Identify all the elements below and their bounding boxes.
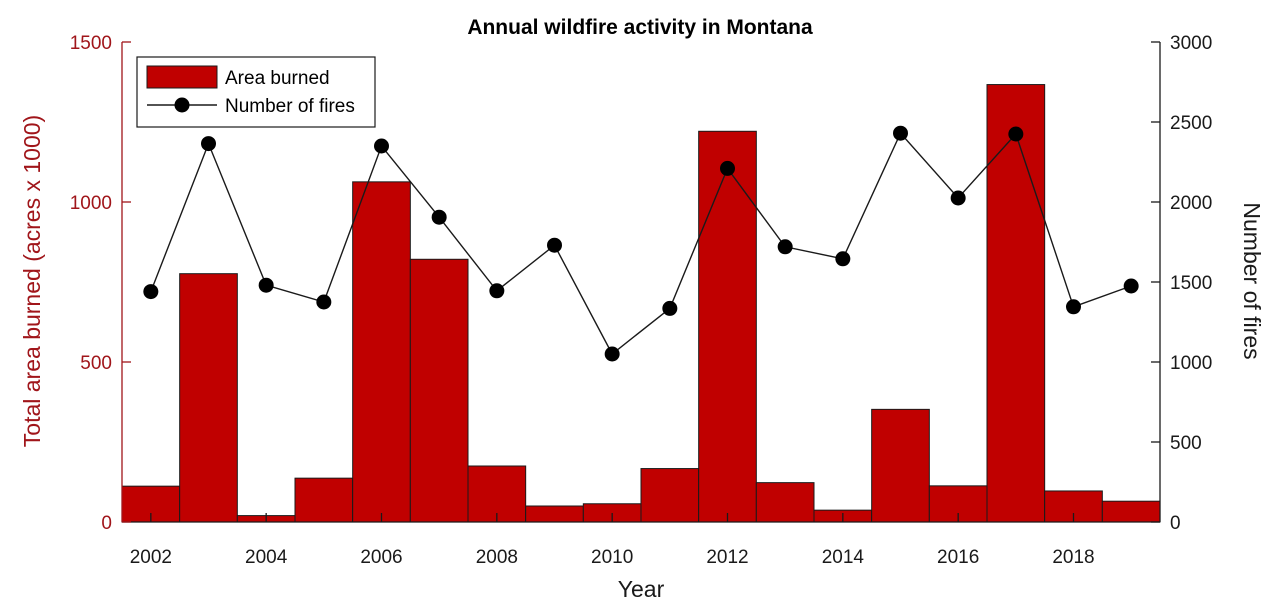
- point-number-of-fires-2019: [1123, 278, 1139, 294]
- legend: Area burned Number of fires: [136, 56, 376, 128]
- bar-area-burned-2013: [755, 482, 815, 523]
- line-layer: [143, 125, 1139, 362]
- y-axis-left-label: Total area burned (acres x 1000): [19, 115, 45, 447]
- bar-area-burned-2006: [352, 181, 411, 523]
- point-number-of-fires-2013: [777, 239, 793, 255]
- point-number-of-fires-2017: [1008, 126, 1024, 142]
- point-number-of-fires-2015: [893, 125, 908, 141]
- point-number-of-fires-2018: [1066, 299, 1081, 315]
- bar-area-burned-2011: [640, 468, 700, 523]
- x-tick-label: 2010: [591, 547, 633, 568]
- x-tick-label: 2008: [476, 547, 518, 568]
- y-right-tick-label: 0: [1170, 513, 1181, 534]
- legend-marker-swatch: [174, 97, 190, 113]
- x-tick-label: 2016: [937, 547, 979, 568]
- point-number-of-fires-2016: [950, 190, 966, 206]
- point-number-of-fires-2007: [431, 209, 447, 225]
- point-number-of-fires-2014: [835, 251, 851, 267]
- y-right-tick-label: 2000: [1170, 193, 1212, 214]
- bar-area-burned-2019: [1101, 500, 1161, 523]
- y-right-tick-label: 1500: [1170, 273, 1212, 294]
- y-left-tick-label: 500: [80, 353, 112, 374]
- axes-layer: 0 500 1000 1500 0 500 1000 1500 2000 2500 3000 2002…: [70, 33, 1213, 568]
- y-right-tick-label: 2500: [1170, 113, 1212, 134]
- legend-label-area-burned: Area burned: [225, 68, 330, 89]
- bar-area-burned-2007: [409, 258, 469, 523]
- bar-area-burned-2003: [179, 273, 238, 523]
- x-axis-label: Year: [618, 576, 665, 600]
- y-left-tick-label: 1500: [70, 33, 112, 54]
- bars-layer: [121, 84, 1161, 523]
- y-right-tick-label: 1000: [1170, 353, 1212, 374]
- bar-area-burned-2012: [698, 130, 757, 523]
- y-left-tick-label: 0: [101, 513, 112, 534]
- bar-area-burned-2015: [871, 408, 930, 523]
- y-right-tick-label: 500: [1170, 433, 1202, 454]
- x-tick-label: 2012: [706, 547, 748, 568]
- chart-title: Annual wildfire activity in Montana: [467, 16, 813, 39]
- x-tick-label: 2006: [360, 547, 402, 568]
- x-tick-label: 2002: [130, 547, 172, 568]
- point-number-of-fires-2002: [143, 284, 159, 300]
- x-tick-label: 2004: [245, 547, 288, 568]
- legend-label-number-of-fires: Number of fires: [225, 96, 355, 117]
- legend-bar-swatch: [146, 65, 218, 89]
- point-number-of-fires-2005: [316, 294, 332, 310]
- point-number-of-fires-2008: [489, 283, 505, 299]
- point-number-of-fires-2011: [662, 300, 678, 316]
- point-number-of-fires-2006: [374, 138, 389, 154]
- y-left-tick-label: 1000: [70, 193, 112, 214]
- y-axis-right-label: Number of fires: [1239, 202, 1264, 359]
- bar-area-burned-2009: [525, 505, 584, 523]
- point-number-of-fires-2010: [604, 346, 620, 362]
- bar-area-burned-2005: [294, 477, 354, 523]
- y-right-tick-label: 3000: [1170, 33, 1212, 54]
- bar-area-burned-2017: [986, 84, 1046, 523]
- line-number-of-fires: [150, 131, 1132, 356]
- x-tick-label: 2018: [1052, 547, 1094, 568]
- point-number-of-fires-2003: [201, 136, 216, 152]
- x-tick-label: 2014: [822, 547, 865, 568]
- point-number-of-fires-2012: [720, 160, 735, 176]
- point-number-of-fires-2004: [258, 277, 274, 293]
- point-number-of-fires-2009: [547, 237, 562, 253]
